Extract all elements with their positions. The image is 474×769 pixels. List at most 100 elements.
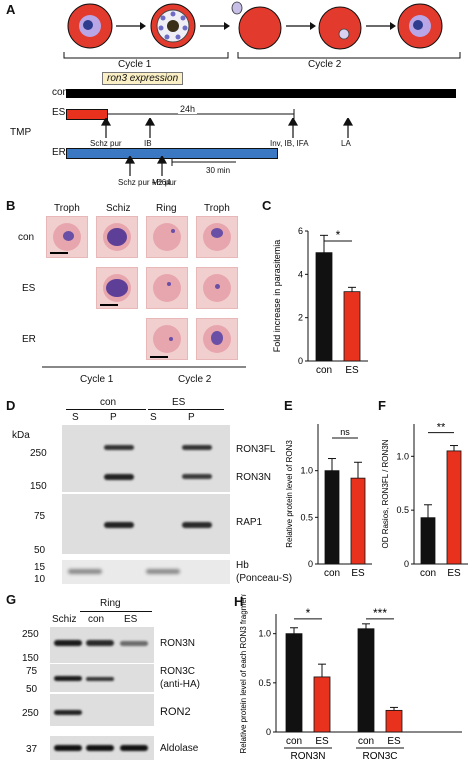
micrograph-es-ring bbox=[146, 267, 188, 309]
micrograph-es-schiz bbox=[96, 267, 138, 309]
con-timeline-bar bbox=[66, 89, 456, 98]
d-marker-75: 75 bbox=[34, 511, 46, 522]
es-arrows bbox=[100, 118, 354, 138]
f-ytick-label: 0.5 bbox=[396, 505, 409, 515]
e-bar-0 bbox=[324, 470, 340, 565]
micrograph-con-troph2 bbox=[196, 216, 238, 258]
es-timeline-bar bbox=[66, 109, 108, 120]
g-band-ron2: RON2 bbox=[160, 706, 191, 718]
arrow-inv-ib-ifa: Inv, IB, IFA bbox=[270, 139, 309, 148]
e-ytick-label: 1.0 bbox=[300, 466, 313, 476]
cycle1-label: Cycle 1 bbox=[118, 59, 152, 70]
h-bar-3 bbox=[385, 709, 403, 733]
er-arrows bbox=[124, 156, 236, 176]
h-sig-1: * bbox=[306, 606, 311, 620]
g-lane-es: ES bbox=[124, 614, 138, 625]
band-ron3fl-es bbox=[182, 445, 212, 450]
c-ytick-label: 2 bbox=[298, 313, 303, 323]
g-marker-250a: 250 bbox=[22, 629, 39, 640]
h-bar-1 bbox=[313, 676, 331, 733]
f-bar-1 bbox=[446, 450, 462, 565]
micrograph-es-troph bbox=[196, 267, 238, 309]
panel-b-label: B bbox=[6, 198, 16, 213]
g-schiz-label: Schiz bbox=[52, 614, 77, 625]
arrow-mz-pur: Mz pur bbox=[152, 178, 177, 187]
cycle2-label: Cycle 2 bbox=[308, 59, 342, 70]
chart-h: 0 0.5 1.0 Relative protein level of each RO… bbox=[239, 594, 462, 762]
c-bar-0 bbox=[315, 252, 333, 362]
c-ytick-label: 4 bbox=[298, 269, 303, 279]
f-sig-stars: ** bbox=[437, 422, 446, 434]
micrograph-con-troph bbox=[46, 216, 88, 258]
h-ylabel: Relative protein level of each RON3 frag… bbox=[239, 594, 248, 753]
d-marker-10: 10 bbox=[34, 574, 46, 585]
e-ytick-label: 0 bbox=[308, 559, 313, 569]
g-band-aldolase: Aldolase bbox=[160, 743, 199, 754]
e-bar-1 bbox=[350, 477, 366, 565]
g-band-ron3n: RON3N bbox=[160, 638, 196, 649]
f-bar-0 bbox=[420, 517, 436, 565]
h-xlabel-1: ES bbox=[315, 736, 329, 747]
arrow-ib: IB bbox=[144, 139, 152, 148]
col-troph1: Troph bbox=[54, 203, 80, 214]
g-marker-250b: 250 bbox=[22, 708, 39, 719]
f-ytick-label: 0 bbox=[404, 559, 409, 569]
c-xlabel-0: con bbox=[316, 365, 332, 376]
d-group-con: con bbox=[100, 397, 117, 408]
e-xlabel-0: con bbox=[324, 568, 340, 579]
f-xlabel-0: con bbox=[420, 568, 436, 579]
d-marker-150: 150 bbox=[30, 481, 47, 492]
scale-bar-3 bbox=[150, 356, 168, 358]
g-ring-line bbox=[80, 611, 152, 612]
band-ron3n-es bbox=[182, 474, 212, 479]
band-g-ron3c-schiz bbox=[54, 676, 82, 681]
d-marker-50: 50 bbox=[34, 545, 46, 556]
c-ylabel: Fold increase in parasitemia bbox=[272, 240, 282, 353]
band-g-ron3n-es bbox=[120, 641, 148, 646]
e-ytick-label: 0.5 bbox=[300, 512, 313, 522]
g-marker-75: 75 bbox=[26, 666, 38, 677]
d-kda: kDa bbox=[12, 430, 30, 441]
d-marker-250: 250 bbox=[30, 448, 47, 459]
d-band-rap1: RAP1 bbox=[236, 517, 263, 528]
col-troph2: Troph bbox=[204, 203, 230, 214]
b-cycle1: Cycle 1 bbox=[80, 374, 114, 385]
col-schiz: Schiz bbox=[106, 203, 131, 214]
band-g-ron3n-con bbox=[86, 640, 114, 646]
panel-e-label: E bbox=[284, 398, 293, 413]
c-xlabel-1: ES bbox=[345, 365, 359, 376]
e-xlabel-1: ES bbox=[351, 568, 365, 579]
panel-g-label: G bbox=[6, 592, 17, 607]
g-lane-con: con bbox=[88, 614, 105, 625]
lifecycle-diagram bbox=[67, 1, 443, 50]
band-rap1-es bbox=[182, 522, 212, 528]
band-hb-con bbox=[68, 569, 102, 574]
row-es-label: ES bbox=[52, 107, 66, 118]
band-g-ald-schiz bbox=[54, 745, 82, 751]
band-g-ron3c-con bbox=[86, 677, 114, 681]
d-blot-ron3 bbox=[62, 425, 230, 492]
band-g-ron2-schiz bbox=[54, 710, 82, 715]
c-sig-star: * bbox=[336, 228, 341, 242]
panel-f-label: F bbox=[378, 398, 386, 413]
panel-c-label: C bbox=[262, 198, 272, 213]
band-ron3n-con bbox=[104, 474, 134, 480]
chart-f: 0 0.5 1.0 OD Rasios, RON3FL / RON3N con ES ** bbox=[381, 422, 468, 579]
row-es: ES bbox=[22, 283, 36, 294]
panel-h-label: H bbox=[234, 594, 244, 609]
h-bar-0 bbox=[285, 633, 303, 733]
label-30min: 30 min bbox=[206, 166, 231, 175]
row-con: con bbox=[18, 232, 35, 243]
arrow-la: LA bbox=[341, 139, 351, 148]
row-er: ER bbox=[22, 334, 36, 345]
d-band-ponceau: (Ponceau-S) bbox=[236, 573, 293, 584]
band-g-ron3n-schiz bbox=[54, 640, 82, 646]
d-band-ron3fl: RON3FL bbox=[236, 444, 276, 455]
label-24h: 24h bbox=[178, 104, 198, 114]
h-xlabel-3: ES bbox=[387, 736, 401, 747]
tmp-label: TMP bbox=[10, 127, 32, 138]
h-ytick-label: 0.5 bbox=[258, 678, 271, 688]
e-ylabel: Relative protein level of RON3 bbox=[285, 440, 294, 548]
b-cycle2: Cycle 2 bbox=[178, 374, 212, 385]
h-bar-2 bbox=[357, 628, 375, 733]
